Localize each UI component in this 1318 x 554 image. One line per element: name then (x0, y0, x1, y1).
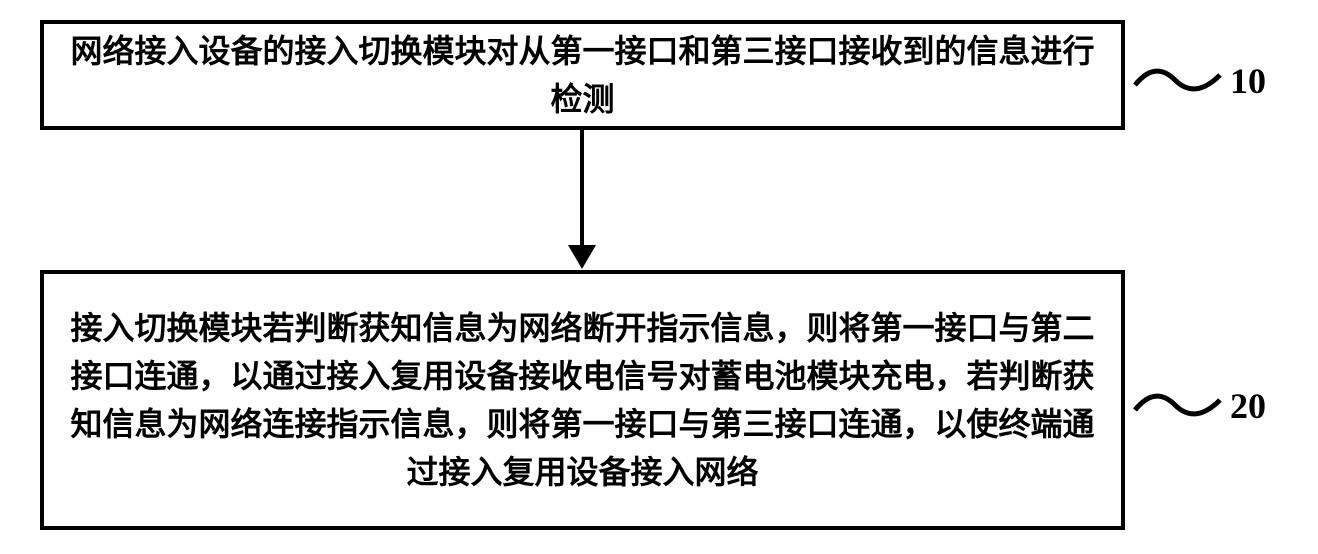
box-2-text: 接入切换模块若判断获知信息为网络断开指示信息，则将第一接口与第二接口连通，以通过… (64, 304, 1101, 496)
tilde-connector-2 (1130, 380, 1225, 430)
flowchart-box-1: 网络接入设备的接入切换模块对从第一接口和第三接口接收到的信息进行检测 (40, 20, 1125, 130)
arrow-line (580, 130, 584, 245)
step-label-1: 10 (1230, 60, 1266, 102)
step-label-2: 20 (1230, 385, 1266, 427)
flowchart-box-2: 接入切换模块若判断获知信息为网络断开指示信息，则将第一接口与第二接口连通，以通过… (40, 270, 1125, 530)
arrow-head-icon (568, 245, 596, 269)
box-1-text: 网络接入设备的接入切换模块对从第一接口和第三接口接收到的信息进行检测 (64, 27, 1101, 123)
tilde-connector-1 (1130, 55, 1225, 105)
